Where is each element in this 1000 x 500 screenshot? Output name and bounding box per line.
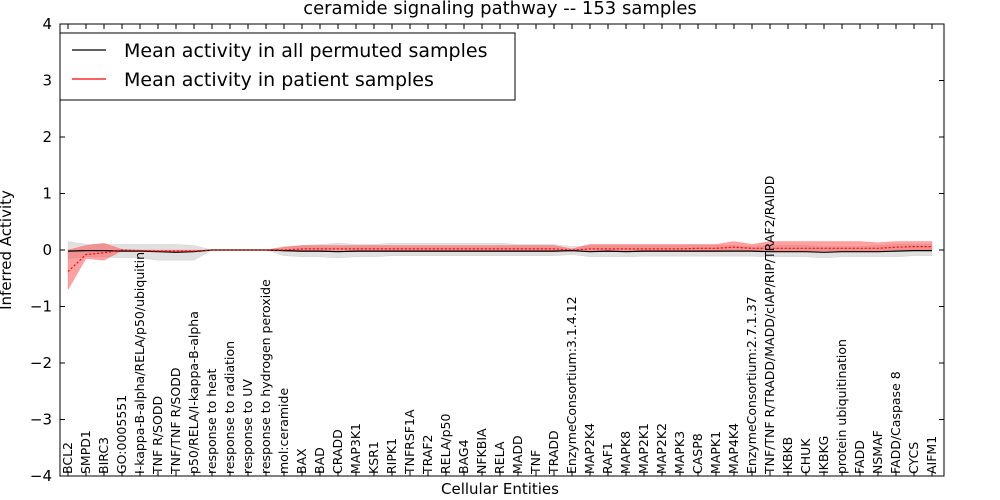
x-tick-label: GO:0005551 [114,395,129,474]
x-tick-label: protein ubiquitination [834,339,849,474]
x-tick-label: TNF/TNF R/TRADD/MADD/cIAP/RIP/TRAF2/RAID… [762,176,777,475]
x-tick-label: BAD [312,447,327,474]
x-tick-label: RIPK1 [384,438,399,474]
x-tick-label: TNFRSF1A [402,409,417,475]
y-tick-label: 1 [42,185,52,203]
x-tick-label: EnzymeConsortium:2.7.1.37 [744,296,759,474]
x-tick-label: response to UV [240,379,255,474]
x-tick-label: response to radiation [222,341,237,474]
y-tick-label: −2 [30,354,52,372]
y-axis-label: Inferred Activity [0,190,15,310]
x-tick-label: MADD [510,435,525,474]
x-tick-label: AIFM1 [924,436,939,474]
y-tick-label: 2 [42,128,52,146]
y-tick-label: 4 [42,15,52,33]
x-tick-label: BAX [294,448,309,474]
x-tick-label: MAP3K1 [348,423,363,474]
x-tick-label: IKBKB [780,437,795,474]
x-tick-label: mol:ceramide [276,388,291,474]
x-tick-label: NFKBIA [474,428,489,474]
legend-box [59,32,516,101]
x-tick-label: BAG4 [456,439,471,474]
y-tick-label: −4 [30,467,52,485]
y-tick-label: 3 [42,72,52,90]
x-tick-label: KSR1 [366,441,381,474]
x-tick-label: response to hydrogen peroxide [258,279,273,474]
chart-title: ceramide signaling pathway -- 153 sample… [303,0,697,19]
y-axis: −4 −3 −2 −1 0 1 2 3 4 [30,15,944,485]
x-tick-label: FADD/Caspase 8 [888,371,903,474]
legend-label-permuted: Mean activity in all permuted samples [124,40,487,62]
plot-area [67,241,933,291]
y-tick-label: −1 [30,298,52,316]
x-tick-label: CASP8 [690,433,705,474]
x-tick-label: MAPK1 [708,431,723,474]
x-tick-label: response to heat [204,368,219,474]
x-tick-label: MAP4K4 [726,423,741,474]
legend: Mean activity in all permuted samples Me… [59,32,516,101]
x-tick-label: TNF R/SODD [150,396,165,475]
x-tick-label: I-kappa-B-alpha/RELA/p50/ubiquitin [132,252,147,474]
x-tick-label: NSMAF [870,430,885,474]
x-tick-label: CHUK [798,438,813,474]
y-tick-label: −3 [30,411,52,429]
series-line-permuted [67,249,932,253]
x-tick-label: CRADD [330,429,345,474]
x-tick-label: BCL2 [60,442,75,474]
legend-label-patient: Mean activity in patient samples [124,69,434,91]
x-tick-label: BIRC3 [96,437,111,474]
x-axis-label: Cellular Entities [441,480,559,498]
x-tick-label: CYCS [906,442,921,474]
x-axis: BCL2 SMPD1 BIRC3 GO:0005551 I-kappa-B-alpha/… [60,24,939,476]
x-tick-label: MAP2K1 [636,423,651,474]
x-tick-label: MAP2K4 [582,423,597,474]
x-tick-label: TNF [528,450,543,475]
x-tick-label: RAF1 [600,442,615,474]
x-tick-label: MAPK3 [672,431,687,474]
x-tick-label: MAPK8 [618,431,633,474]
x-tick-label: TNF/TNF R/SODD [168,368,183,475]
x-tick-label: EnzymeConsortium:3.1.4.12 [564,296,579,474]
x-tick-label: p50/RELA/I-kappa-B-alpha [186,311,201,474]
x-tick-label: MAP2K2 [654,423,669,474]
x-tick-label: RELA [492,441,507,474]
x-tick-label: TRADD [546,430,561,475]
x-tick-label: IKBKG [816,436,831,474]
x-tick-label: TRAF2 [420,434,435,475]
y-tick-label: 0 [42,241,52,259]
x-tick-label: RELA/p50 [438,414,453,474]
x-tick-label: SMPD1 [78,430,93,474]
x-tick-label: FADD [852,440,867,474]
